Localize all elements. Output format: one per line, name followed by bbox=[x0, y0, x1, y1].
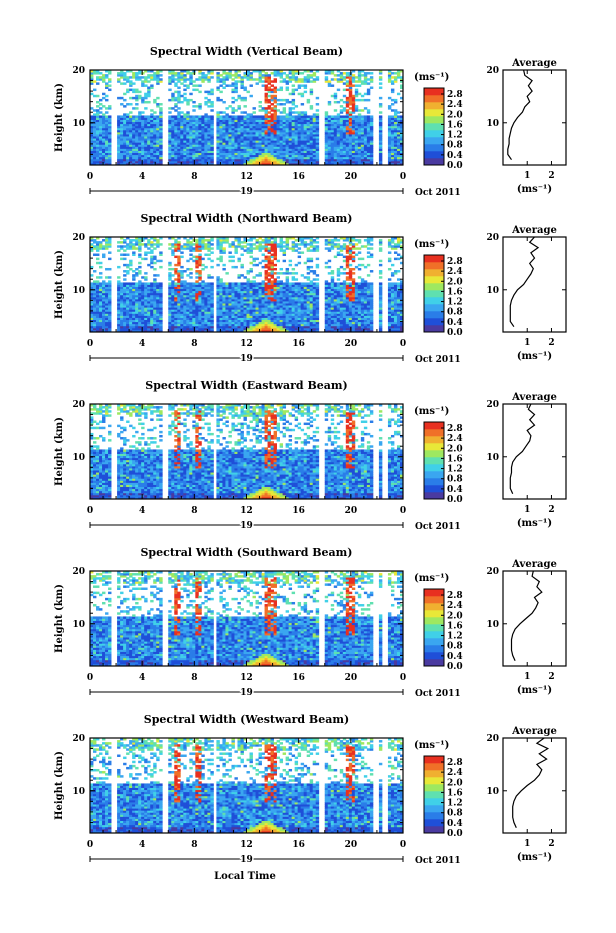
x-axis-title: Local Time bbox=[214, 871, 276, 882]
